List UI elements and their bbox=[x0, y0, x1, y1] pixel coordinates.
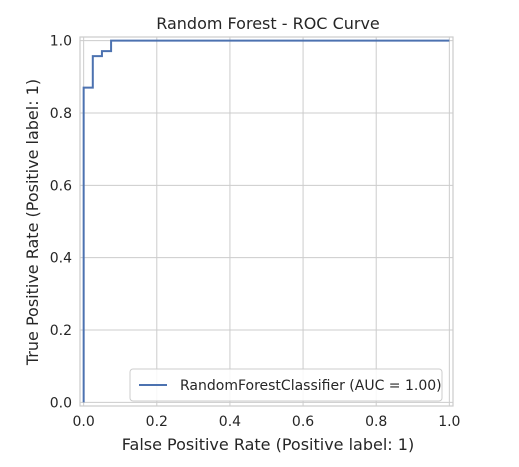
x-tick-label: 0.2 bbox=[146, 414, 168, 430]
legend-box bbox=[129, 368, 443, 402]
tick-labels: 0.0 0.2 0.4 0.6 0.8 1.0 0.0 0.2 0.4 0.6 0.8 1.0 bbox=[50, 34, 461, 430]
x-axis-label: False Positive Rate (Positive label: 1) bbox=[122, 435, 414, 454]
grid-lines bbox=[80, 37, 453, 406]
plot-area-frame bbox=[79, 36, 454, 407]
y-tick-label: 0.6 bbox=[50, 178, 72, 194]
y-tick-label: 0.0 bbox=[50, 395, 72, 411]
y-tick-label: 0.8 bbox=[50, 106, 72, 122]
y-axis-label: True Positive Rate (Positive label: 1) bbox=[23, 79, 42, 366]
series-layer bbox=[82, 39, 450, 403]
chart-title: Random Forest - ROC Curve bbox=[156, 14, 380, 33]
y-tick-label: 0.2 bbox=[50, 323, 72, 339]
x-tick-label: 0.4 bbox=[219, 414, 241, 430]
x-tick-label: 1.0 bbox=[438, 414, 460, 430]
y-tick-label: 1.0 bbox=[50, 34, 72, 50]
x-tick-label: 0.8 bbox=[365, 414, 387, 430]
x-tick-label: 0.6 bbox=[292, 414, 314, 430]
legend-entry-label: RandomForestClassifier (AUC = 1.00) bbox=[180, 378, 442, 394]
roc-curve-line bbox=[82, 39, 450, 403]
x-tick-label: 0.0 bbox=[73, 414, 95, 430]
legend: RandomForestClassifier (AUC = 1.00) bbox=[129, 368, 443, 402]
y-tick-label: 0.4 bbox=[50, 251, 72, 267]
